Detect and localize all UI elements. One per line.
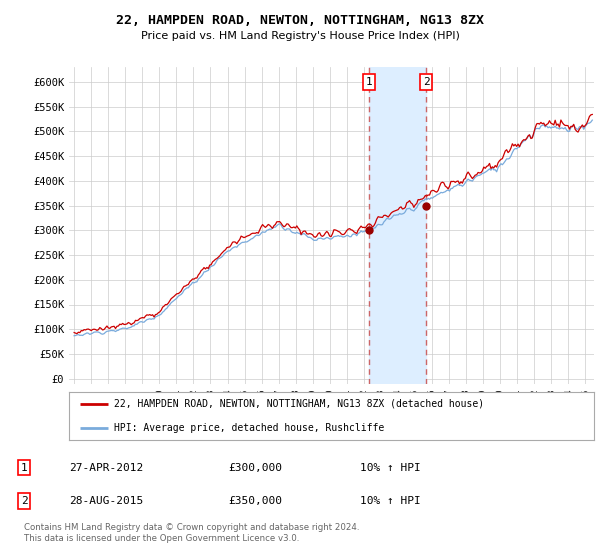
Text: 10% ↑ HPI: 10% ↑ HPI bbox=[360, 496, 421, 506]
Text: 2: 2 bbox=[20, 496, 28, 506]
Text: 28-AUG-2015: 28-AUG-2015 bbox=[69, 496, 143, 506]
Text: £350,000: £350,000 bbox=[228, 496, 282, 506]
Text: Price paid vs. HM Land Registry's House Price Index (HPI): Price paid vs. HM Land Registry's House … bbox=[140, 31, 460, 41]
Text: 10% ↑ HPI: 10% ↑ HPI bbox=[360, 463, 421, 473]
Text: 22, HAMPDEN ROAD, NEWTON, NOTTINGHAM, NG13 8ZX (detached house): 22, HAMPDEN ROAD, NEWTON, NOTTINGHAM, NG… bbox=[113, 399, 484, 409]
Bar bbox=[370, 67, 426, 384]
Text: 22, HAMPDEN ROAD, NEWTON, NOTTINGHAM, NG13 8ZX: 22, HAMPDEN ROAD, NEWTON, NOTTINGHAM, NG… bbox=[116, 14, 484, 27]
Text: 2: 2 bbox=[423, 77, 430, 87]
Text: HPI: Average price, detached house, Rushcliffe: HPI: Average price, detached house, Rush… bbox=[113, 423, 384, 433]
Text: 27-APR-2012: 27-APR-2012 bbox=[69, 463, 143, 473]
Text: 1: 1 bbox=[20, 463, 28, 473]
Text: 1: 1 bbox=[366, 77, 373, 87]
Text: Contains HM Land Registry data © Crown copyright and database right 2024.
This d: Contains HM Land Registry data © Crown c… bbox=[24, 524, 359, 543]
Text: £300,000: £300,000 bbox=[228, 463, 282, 473]
